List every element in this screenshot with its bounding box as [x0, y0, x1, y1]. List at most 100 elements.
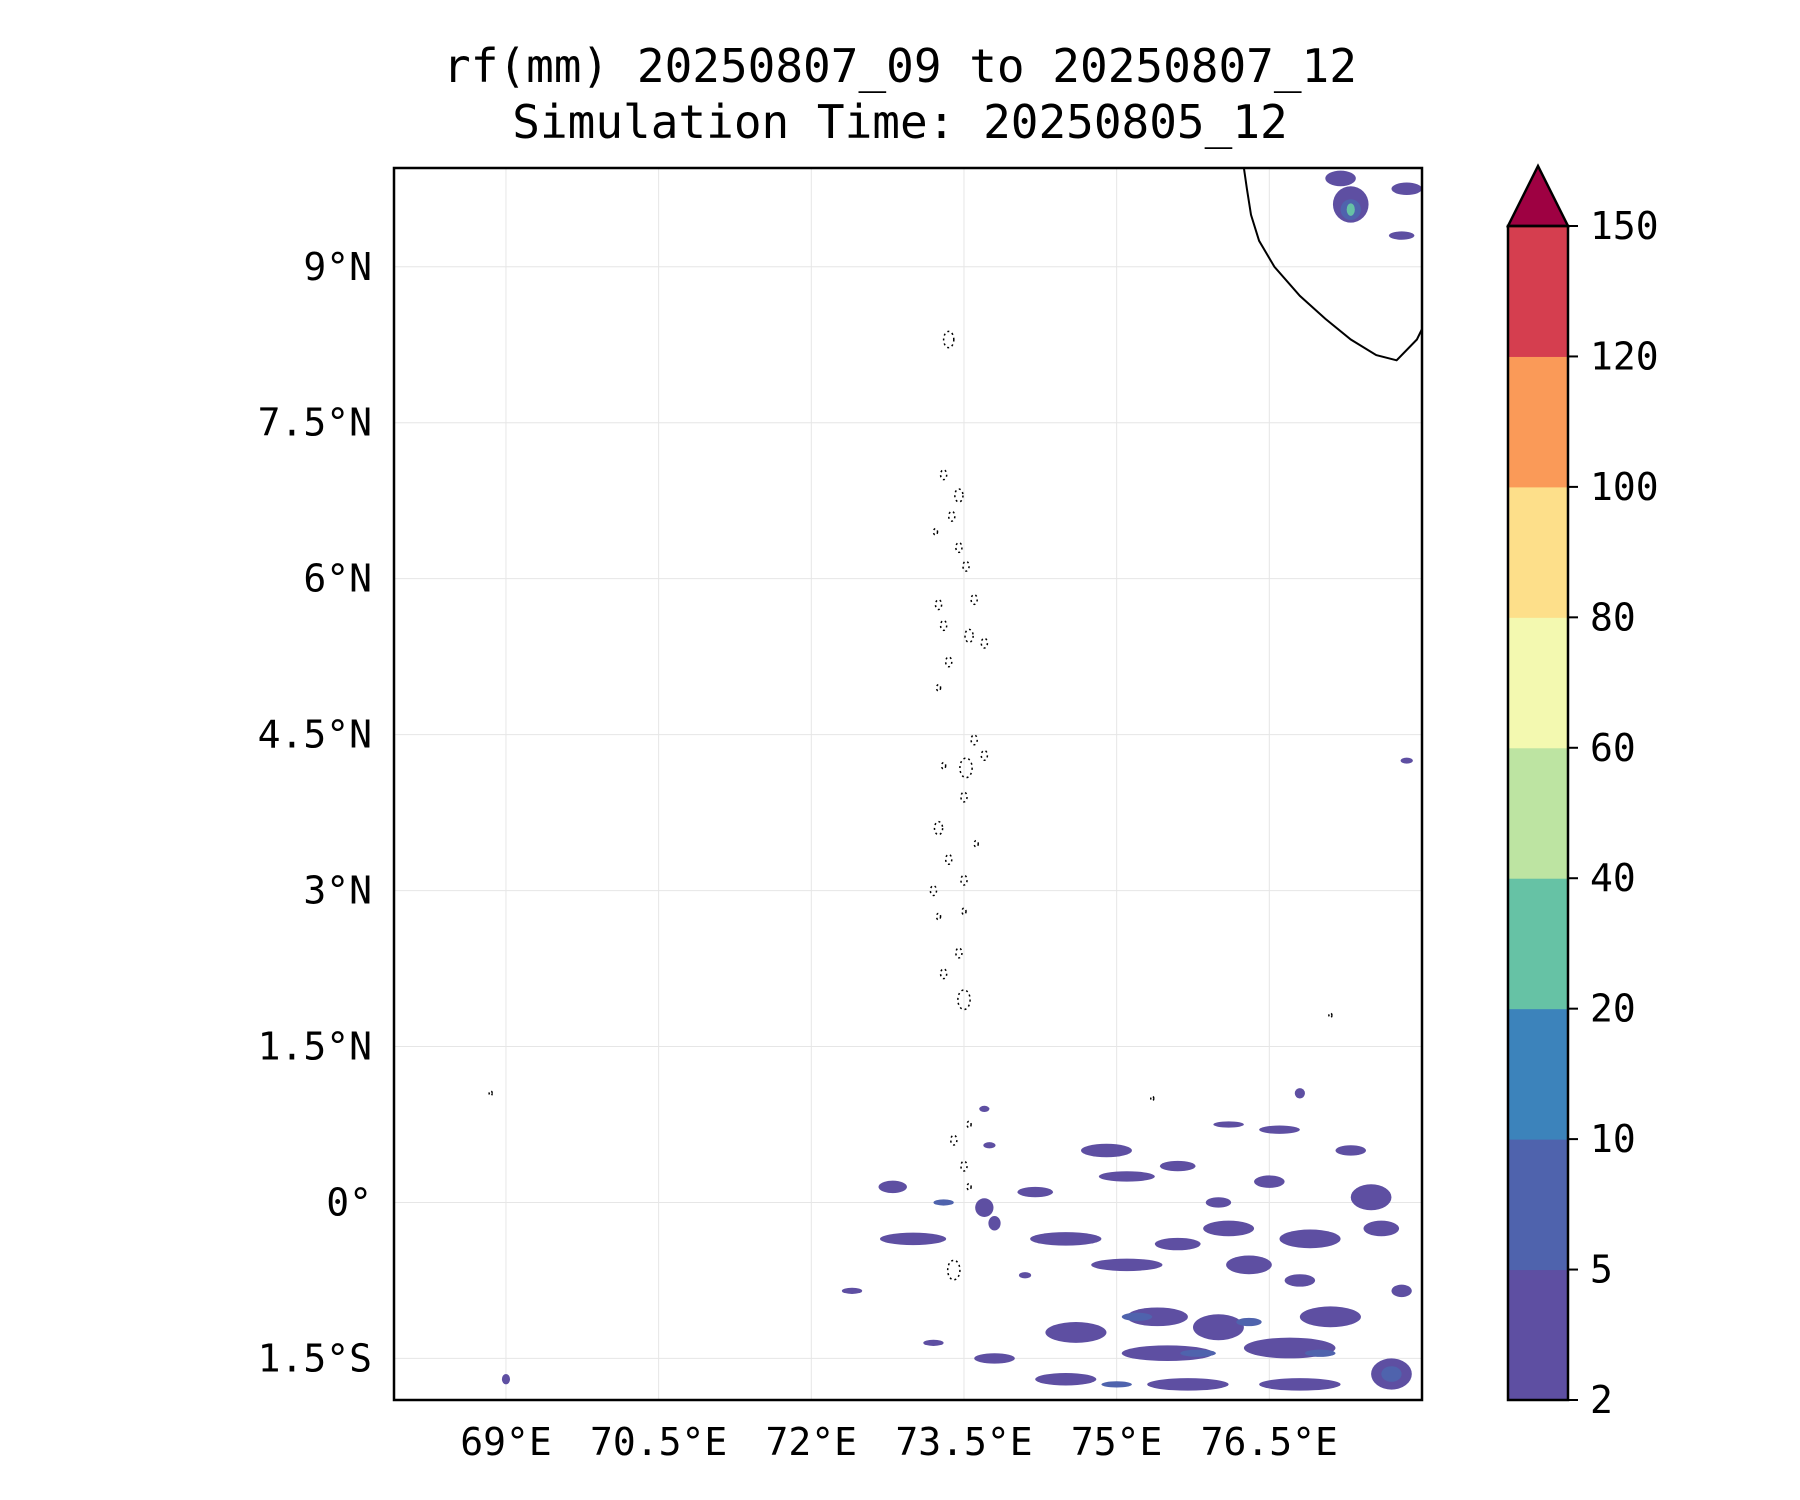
rain-cell-11 [1091, 1258, 1163, 1272]
island-32 [966, 1182, 972, 1191]
island-25 [955, 947, 963, 959]
island-27 [957, 989, 971, 1011]
island-1 [939, 469, 948, 481]
colorbar-tick-label-2: 10 [1590, 1117, 1636, 1161]
rain-cell-23 [1284, 1274, 1316, 1287]
figure-title-line-1: rf(mm) 20250807_09 to 20250807_12 [443, 39, 1357, 93]
island-24 [935, 912, 942, 921]
rain-cell-1 [983, 1142, 996, 1149]
lat-tick-label-3: 4.5°N [258, 713, 372, 757]
rain-cell-51 [1381, 1366, 1402, 1382]
lon-tick-label-4: 75°E [1071, 1420, 1163, 1464]
rain-cell-19 [1363, 1220, 1400, 1237]
colorbar-segment-3 [1508, 878, 1568, 1010]
lat-tick-label-7: 1.5°S [258, 1336, 372, 1380]
lat-tick-label-5: 1.5°N [258, 1025, 372, 1069]
rain-cell-33 [1035, 1372, 1097, 1386]
longitude-tick-labels: 69°E 70.5°E 72°E 73.5°E 75°E 76.5°E [460, 1420, 1338, 1464]
island-23 [961, 907, 967, 916]
island-20 [944, 853, 953, 866]
rain-cell-41 [1391, 182, 1422, 196]
island-34 [488, 1090, 493, 1097]
rain-cell-4 [975, 1198, 994, 1218]
rain-cell-8 [1081, 1143, 1132, 1158]
colorbar-tick-label-8: 120 [1590, 334, 1659, 378]
colorbar-segment-8 [1508, 226, 1568, 357]
colorbar-tick-label-7: 100 [1590, 465, 1659, 509]
rain-cell-49 [1236, 1317, 1262, 1327]
colorbar-tick-label-1: 5 [1590, 1248, 1613, 1292]
rain-cell-36 [1259, 1378, 1341, 1391]
island-30 [960, 1160, 968, 1172]
colorbar-segment-4 [1508, 747, 1568, 879]
rain-cell-12 [1154, 1237, 1201, 1251]
rain-cell-31 [1299, 1306, 1361, 1328]
colorbar-segment-6 [1508, 486, 1568, 618]
island-26 [939, 968, 948, 980]
rain-cell-5 [988, 1215, 1001, 1231]
lon-tick-label-1: 70.5°E [590, 1420, 727, 1464]
rain-cell-29 [1121, 1345, 1214, 1362]
rain-cell-9 [1098, 1171, 1155, 1182]
lat-tick-label-1: 7.5°N [258, 401, 372, 445]
colorbar-tick-label-3: 20 [1590, 987, 1636, 1031]
colorbar-tick-label-9: 150 [1590, 204, 1659, 248]
figure-title-line-2: Simulation Time: 20250805_12 [512, 95, 1288, 149]
colorbar-segment-5 [1508, 617, 1568, 749]
colorbar-segment-0 [1508, 1269, 1568, 1401]
rain-cell-3 [880, 1232, 947, 1246]
rain-cell-0 [979, 1105, 990, 1113]
island-33 [946, 1259, 961, 1281]
colorbar-tick-label-0: 2 [1590, 1378, 1613, 1422]
island-19 [933, 820, 944, 836]
island-8 [939, 619, 948, 632]
colorbar-tick-label-4: 40 [1590, 856, 1636, 900]
island-2 [954, 488, 964, 503]
island-6 [962, 560, 970, 572]
island-5 [955, 541, 963, 554]
india-coastline [1242, 168, 1422, 362]
island-4 [932, 527, 939, 536]
rain-cell-54 [1346, 203, 1355, 216]
lon-tick-label-0: 69°E [460, 1420, 552, 1464]
island-22 [960, 874, 968, 886]
rainfall-field [501, 170, 1422, 1391]
rain-cell-35 [1147, 1378, 1229, 1391]
rain-cell-21 [1254, 1175, 1285, 1188]
island-3 [947, 510, 956, 522]
coastline [488, 168, 1422, 1281]
colorbar: 2 5 10 20 40 60 80 100 120 150 [1505, 163, 1659, 1422]
colorbar-tick-label-5: 60 [1590, 726, 1636, 770]
rain-cell-44 [501, 1374, 511, 1385]
map-frame [392, 166, 1424, 1402]
rain-cell-7 [1030, 1232, 1102, 1246]
rain-cell-48 [1180, 1349, 1216, 1357]
island-28 [973, 839, 979, 848]
rain-cell-25 [841, 1287, 863, 1294]
rain-cell-26 [1045, 1322, 1107, 1343]
island-35 [1328, 1012, 1333, 1019]
island-17 [940, 761, 947, 770]
island-14 [970, 734, 978, 746]
rain-cell-6 [1017, 1186, 1054, 1198]
island-31 [966, 1120, 972, 1129]
island-13 [935, 683, 942, 692]
rain-cell-2 [878, 1180, 907, 1194]
colorbar-segment-1 [1508, 1139, 1568, 1271]
map-background [394, 168, 1422, 1400]
island-15 [980, 749, 989, 762]
rain-cell-50 [1304, 1349, 1336, 1357]
lon-tick-label-2: 72°E [766, 1420, 858, 1464]
rain-cell-45 [1294, 1088, 1305, 1099]
rain-cell-46 [933, 1199, 954, 1206]
colorbar-tick-label-6: 80 [1590, 595, 1636, 639]
colorbar-segment-2 [1508, 1008, 1568, 1140]
colorbar-extend-arrow [1505, 163, 1571, 228]
island-11 [980, 637, 989, 649]
colorbar-frame [1506, 224, 1570, 1402]
rain-cell-40 [1325, 170, 1356, 187]
island-29 [949, 1134, 958, 1146]
island-21 [929, 884, 938, 897]
rain-cell-42 [1388, 231, 1415, 240]
